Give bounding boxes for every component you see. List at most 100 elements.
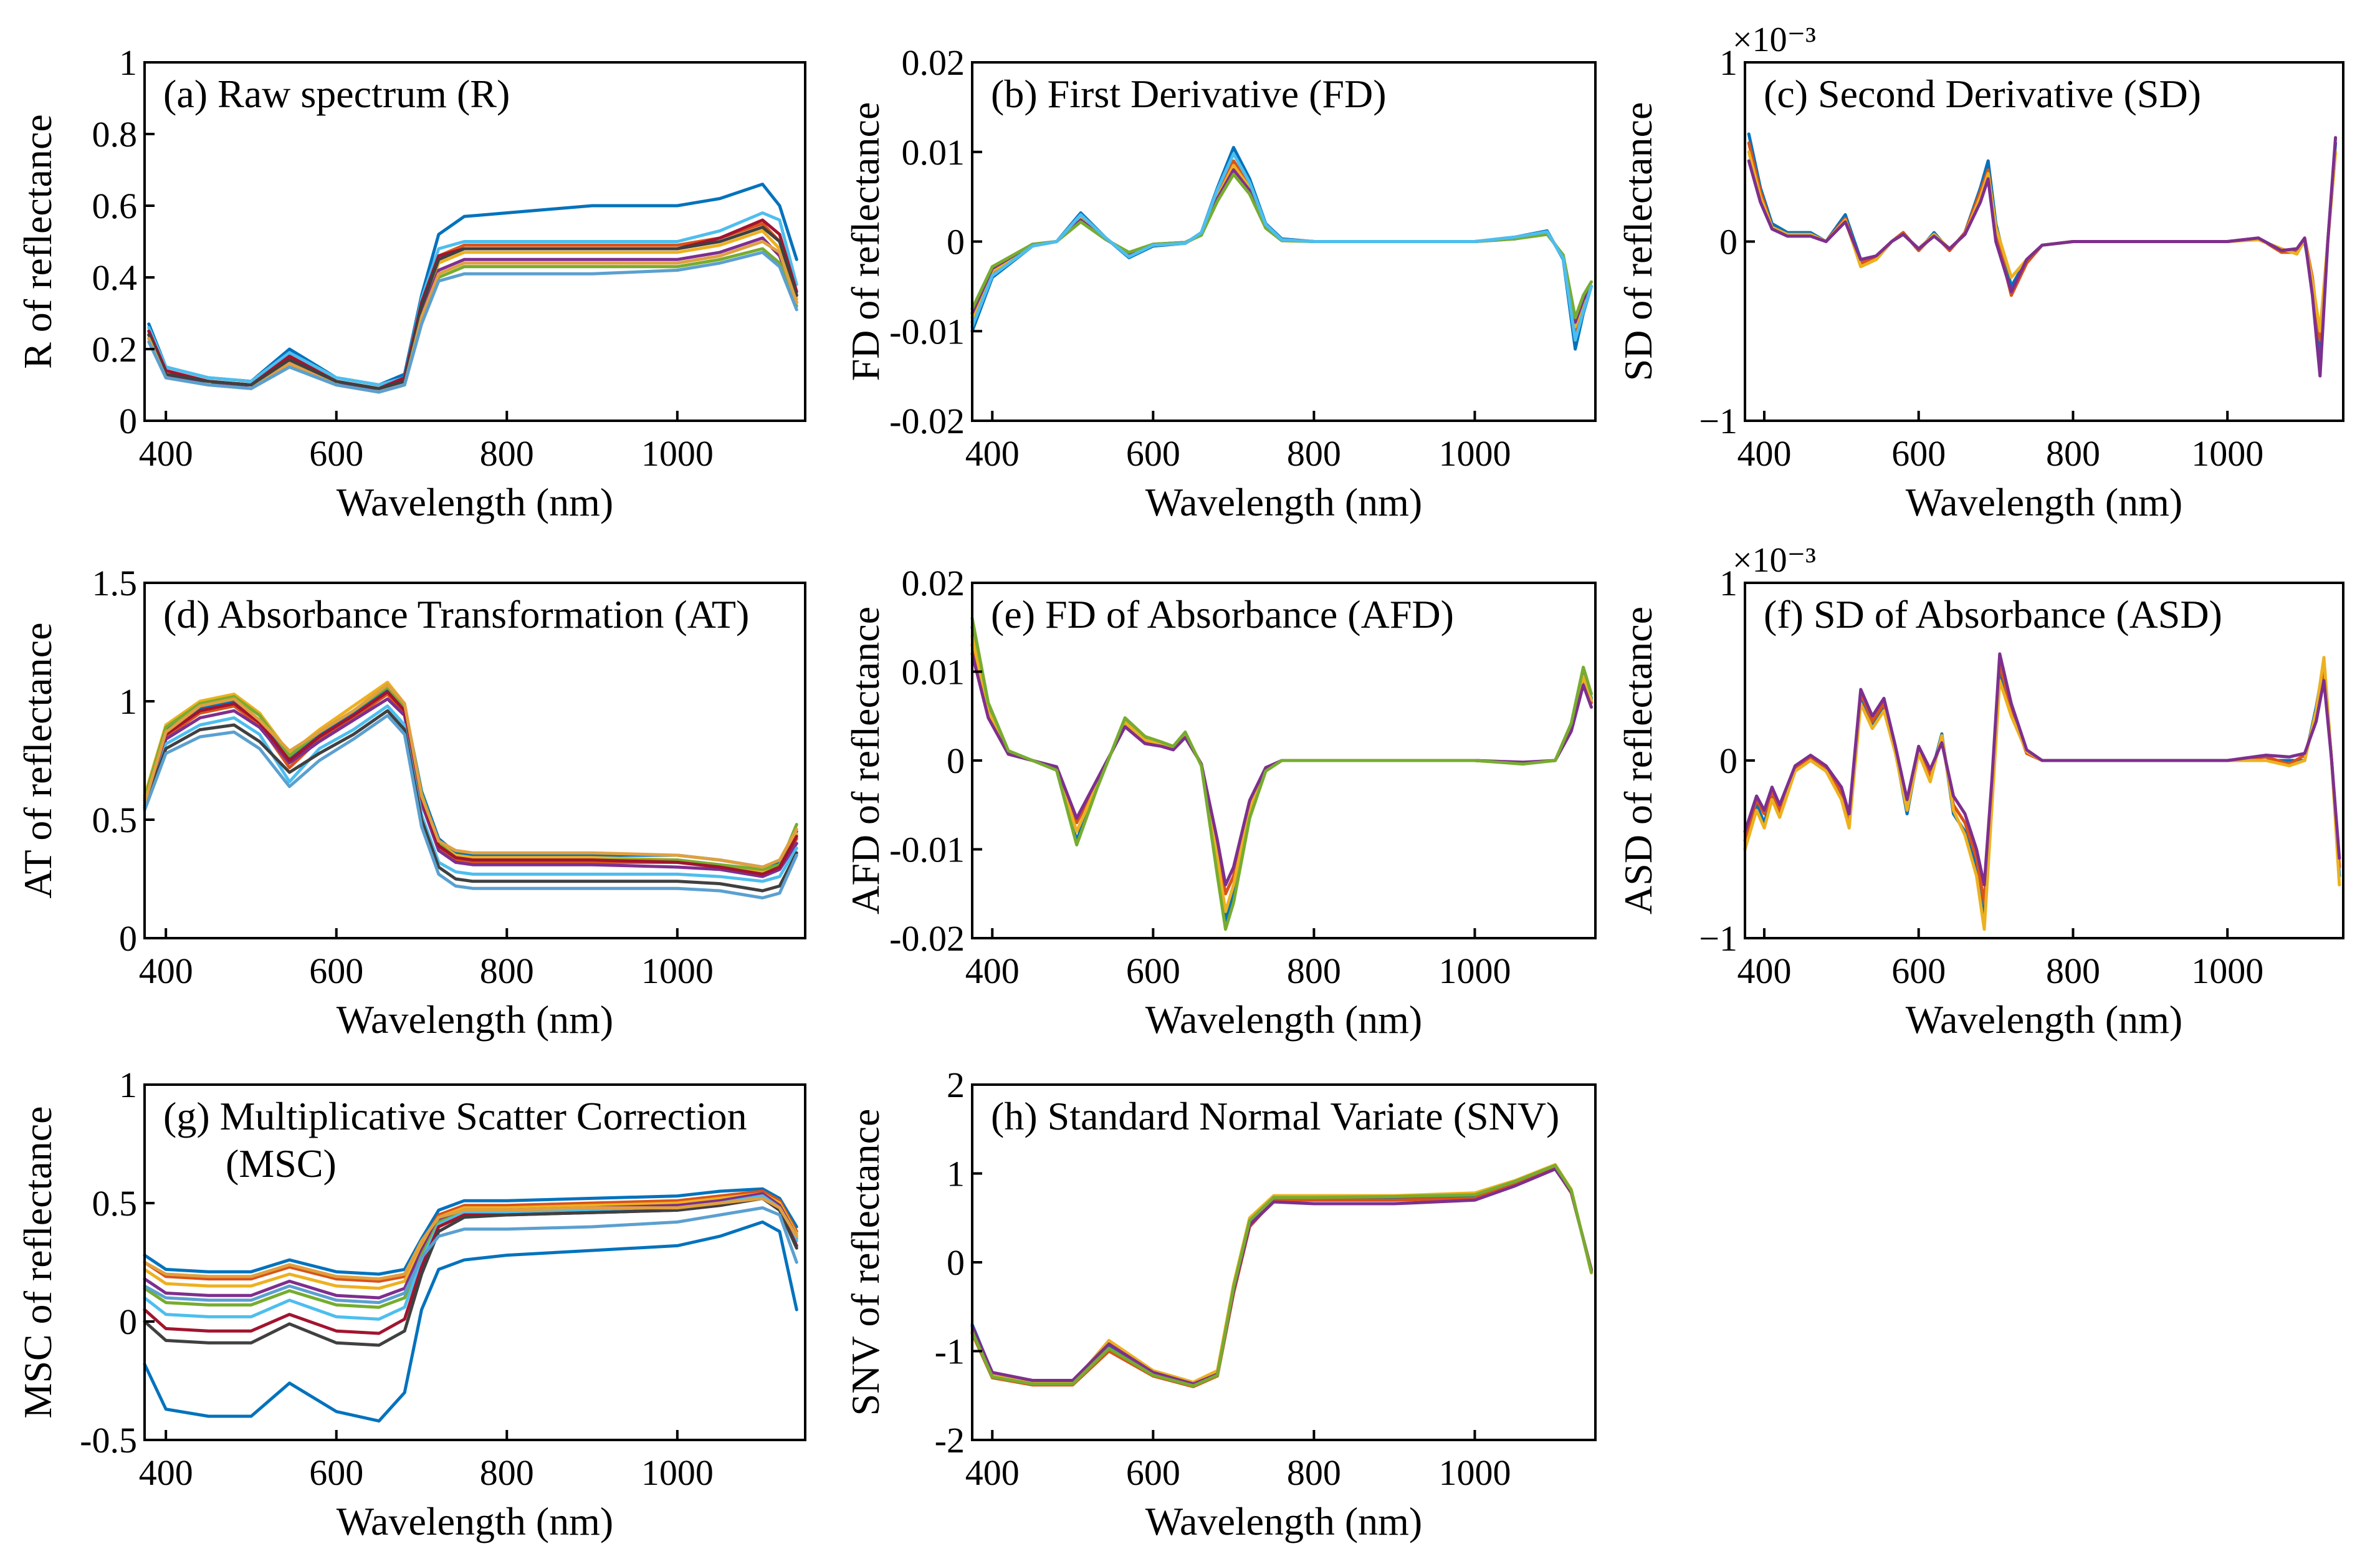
series-line: [143, 1220, 798, 1423]
x-axis-label: Wavelength (nm): [1906, 480, 2182, 524]
series-line: [970, 616, 1593, 931]
y-tick-label: -0.02: [889, 401, 965, 441]
x-tick-label: 600: [1891, 951, 1946, 991]
series-line: [1747, 150, 2338, 333]
chart-title: (f) SD of Absorbance (ASD): [1764, 592, 2222, 636]
x-axis-label: Wavelength (nm): [337, 1499, 613, 1543]
x-axis-label: Wavelength (nm): [1145, 480, 1422, 524]
series-line: [970, 652, 1593, 886]
series-line: [143, 697, 798, 878]
y-tick-label: 1: [119, 681, 137, 722]
series-line: [1743, 661, 2341, 922]
y-axis-label: AT of reflectance: [16, 623, 60, 899]
panel-g: 400 600 800 1000 -0.5 0 0.5 1 (g) Multiplicative…: [16, 1065, 806, 1543]
x-tick-label: 400: [965, 1452, 1020, 1493]
x-tick-label: 1000: [1438, 1452, 1511, 1493]
y-axis-label: AFD of reflectance: [843, 607, 887, 914]
series-line: [970, 152, 1593, 342]
y-tick-label: 1: [119, 1065, 137, 1105]
series-line: [143, 1196, 798, 1281]
y-tick-label: 0: [119, 1302, 137, 1342]
series-line: [970, 159, 1593, 333]
series-line: [143, 690, 798, 876]
panel-f: 400 600 800 1000 −1 0 1×10⁻³ (f) SD of Absorban…: [1616, 541, 2344, 1042]
x-tick-label: 800: [1287, 433, 1341, 474]
chart-title: (b) First Derivative (FD): [991, 72, 1387, 116]
y-tick-label: 0.5: [92, 800, 138, 840]
panel-h: 400 600 800 1000 -2 -1 0 1 2 (h) Standard Normal …: [843, 1065, 1597, 1543]
series-line: [147, 226, 798, 390]
y-axis-label: ASD of reflectance: [1616, 607, 1660, 914]
y-tick-label: 0.8: [92, 114, 138, 155]
y-axis-label: R of reflectance: [16, 114, 60, 369]
series-line: [143, 1187, 798, 1276]
y-tick-label: −1: [1699, 918, 1737, 959]
x-axis-label: Wavelength (nm): [337, 997, 613, 1042]
y-tick-label: 0: [1719, 741, 1737, 781]
y-exponent-label: ×10⁻³: [1732, 21, 1816, 59]
y-tick-label: -0.01: [889, 311, 965, 352]
x-tick-label: 600: [1126, 951, 1180, 991]
panel-e: 400 600 800 1000 -0.02 -0.01 0 0.01 0.02 (e) FD o…: [843, 563, 1597, 1042]
x-tick-label: 600: [309, 433, 363, 474]
x-tick-label: 600: [1891, 433, 1946, 474]
y-tick-label: −1: [1699, 401, 1737, 441]
plot-area: [143, 582, 806, 939]
y-tick-label: 1: [1719, 563, 1737, 603]
series-line: [970, 643, 1593, 896]
y-tick-label: 0: [119, 401, 137, 441]
x-tick-label: 800: [2046, 433, 2100, 474]
plot-area: [143, 61, 806, 422]
x-tick-label: 400: [139, 433, 193, 474]
y-axis-label: FD of reflectance: [843, 102, 887, 381]
series-line: [143, 693, 798, 876]
y-tick-label: 0: [947, 741, 965, 781]
series-line: [970, 1167, 1593, 1386]
series-line: [970, 635, 1593, 913]
y-tick-label: -2: [935, 1420, 965, 1461]
y-tick-label: -0.01: [889, 830, 965, 870]
x-tick-label: 600: [1126, 1452, 1180, 1493]
y-tick-label: 0.02: [902, 563, 965, 603]
x-tick-label: 1000: [1438, 951, 1511, 991]
y-exponent-label: ×10⁻³: [1732, 541, 1816, 580]
chart-title-line2: (MSC): [226, 1141, 337, 1186]
x-tick-label: 1000: [641, 1452, 714, 1493]
series-line: [970, 173, 1593, 320]
y-tick-label: 0.5: [92, 1183, 138, 1224]
y-tick-label: 1: [1719, 42, 1737, 83]
y-tick-label: 0.4: [92, 257, 138, 298]
y-tick-label: -1: [935, 1331, 965, 1372]
y-tick-label: 0.2: [92, 329, 138, 370]
y-tick-label: 0: [947, 1242, 965, 1283]
x-tick-label: 800: [1287, 951, 1341, 991]
x-axis-label: Wavelength (nm): [1906, 997, 2182, 1042]
x-tick-label: 800: [1287, 1452, 1341, 1493]
chart-title: (c) Second Derivative (SD): [1764, 72, 2201, 116]
y-tick-label: 2: [947, 1065, 965, 1105]
x-tick-label: 800: [2046, 951, 2100, 991]
y-tick-label: 1: [947, 1154, 965, 1194]
panel-d: 400 600 800 1000 0 0.5 1 1.5 (d) Absorbance Tran…: [16, 563, 806, 1042]
series-line: [970, 1164, 1593, 1388]
series-line: [143, 1206, 798, 1305]
y-tick-label: 0.6: [92, 186, 138, 226]
panel-b: 400 600 800 1000 -0.02 -0.01 0 0.01 0.02 (b) Firs…: [843, 42, 1597, 524]
x-tick-label: 1000: [2191, 951, 2263, 991]
y-tick-label: 0.02: [902, 42, 965, 83]
series-line: [1743, 656, 2341, 931]
x-tick-label: 1000: [641, 433, 714, 474]
y-tick-label: 1: [119, 42, 137, 83]
y-tick-label: 0.01: [902, 652, 965, 693]
x-tick-label: 400: [1737, 433, 1791, 474]
x-tick-label: 400: [139, 951, 193, 991]
x-tick-label: 400: [1737, 951, 1791, 991]
chart-title: (g) Multiplicative Scatter Correction: [163, 1094, 747, 1138]
x-tick-label: 800: [480, 951, 534, 991]
chart-title: (e) FD of Absorbance (AFD): [991, 592, 1454, 636]
y-axis-label: MSC of reflectance: [16, 1106, 60, 1418]
series-line: [147, 183, 798, 386]
series-line: [143, 683, 798, 869]
series-line: [143, 1192, 798, 1300]
x-tick-label: 1000: [1438, 433, 1511, 474]
